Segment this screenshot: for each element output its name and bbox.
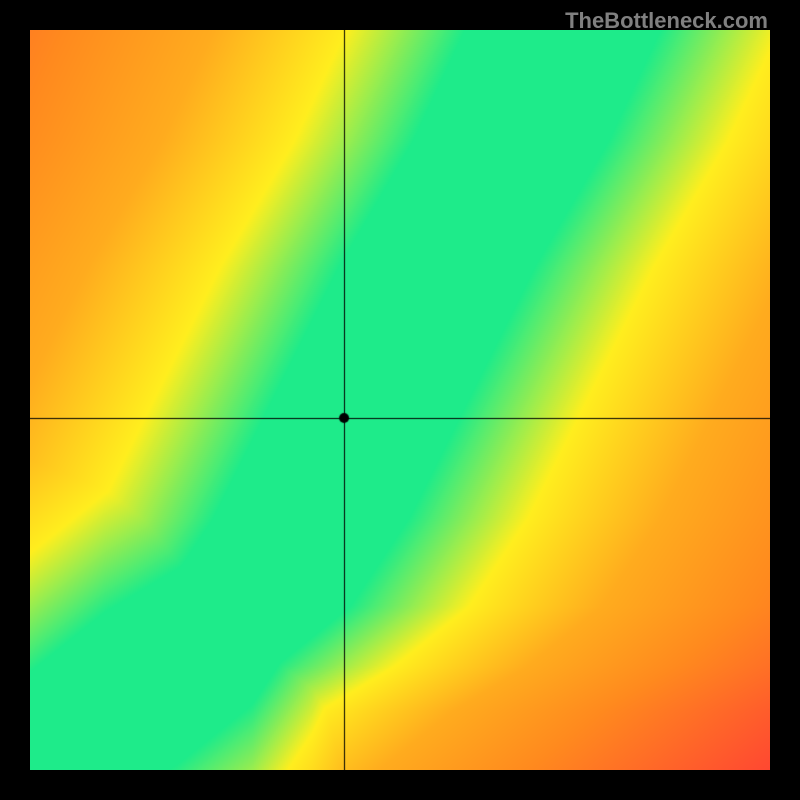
plot-area xyxy=(30,30,770,770)
chart-container: TheBottleneck.com xyxy=(0,0,800,800)
watermark-text: TheBottleneck.com xyxy=(565,8,768,34)
heatmap-canvas xyxy=(30,30,770,770)
